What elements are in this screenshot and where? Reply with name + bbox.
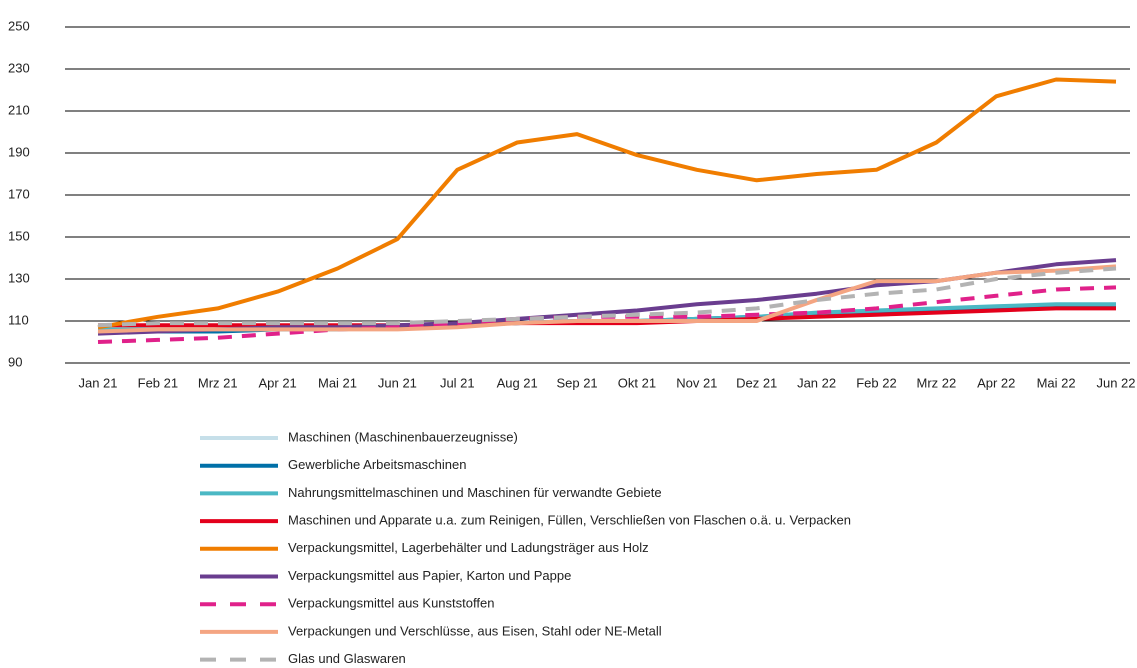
- x-tick-label: Jan 21: [78, 375, 117, 390]
- x-tick-label: Apr 22: [977, 375, 1015, 390]
- y-tick-label: 230: [8, 60, 30, 75]
- legend-label: Gewerbliche Arbeitsmaschinen: [288, 457, 466, 472]
- x-tick-label: Feb 21: [138, 375, 178, 390]
- x-tick-label: Mai 22: [1037, 375, 1076, 390]
- legend-label: Verpackungen und Verschlüsse, aus Eisen,…: [288, 623, 662, 638]
- legend-label: Nahrungsmittelmaschinen und Maschinen fü…: [288, 485, 662, 500]
- x-tick-label: Mai 21: [318, 375, 357, 390]
- x-tick-label: Feb 22: [856, 375, 896, 390]
- series-line: [98, 306, 1116, 328]
- x-tick-label: Aug 21: [497, 375, 538, 390]
- legend-label: Maschinen und Apparate u.a. zum Reinigen…: [288, 513, 851, 528]
- y-tick-label: 110: [8, 312, 29, 327]
- series-line: [97, 264, 1117, 334]
- y-tick-label: 150: [8, 228, 30, 243]
- legend-label: Maschinen (Maschinenbauerzeugnisse): [288, 429, 518, 444]
- legend-label: Verpackungsmittel, Lagerbehälter und Lad…: [288, 540, 649, 555]
- x-tick-label: Okt 21: [618, 375, 656, 390]
- legend-label: Glas und Glaswaren: [288, 651, 406, 666]
- y-tick-label: 90: [8, 354, 22, 369]
- series-line: [97, 77, 1117, 330]
- x-tick-label: Jun 22: [1096, 375, 1135, 390]
- x-tick-label: Dez 21: [736, 375, 777, 390]
- legend-label: Verpackungsmittel aus Kunststoffen: [288, 596, 494, 611]
- x-tick-label: Sep 21: [556, 375, 597, 390]
- x-tick-label: Mrz 21: [198, 375, 238, 390]
- x-tick-label: Apr 21: [258, 375, 296, 390]
- x-tick-label: Jun 21: [378, 375, 417, 390]
- series-line: [97, 266, 1117, 328]
- y-tick-label: 130: [8, 270, 30, 285]
- y-tick-label: 210: [8, 102, 30, 117]
- y-tick-label: 250: [8, 18, 30, 33]
- y-tick-label: 170: [8, 186, 30, 201]
- x-tick-label: Nov 21: [676, 375, 717, 390]
- y-tick-label: 190: [8, 144, 30, 159]
- x-tick-label: Jul 21: [440, 375, 475, 390]
- legend-label: Verpackungsmittel aus Papier, Karton und…: [288, 568, 571, 583]
- x-tick-label: Jan 22: [797, 375, 836, 390]
- x-tick-label: Mrz 22: [916, 375, 956, 390]
